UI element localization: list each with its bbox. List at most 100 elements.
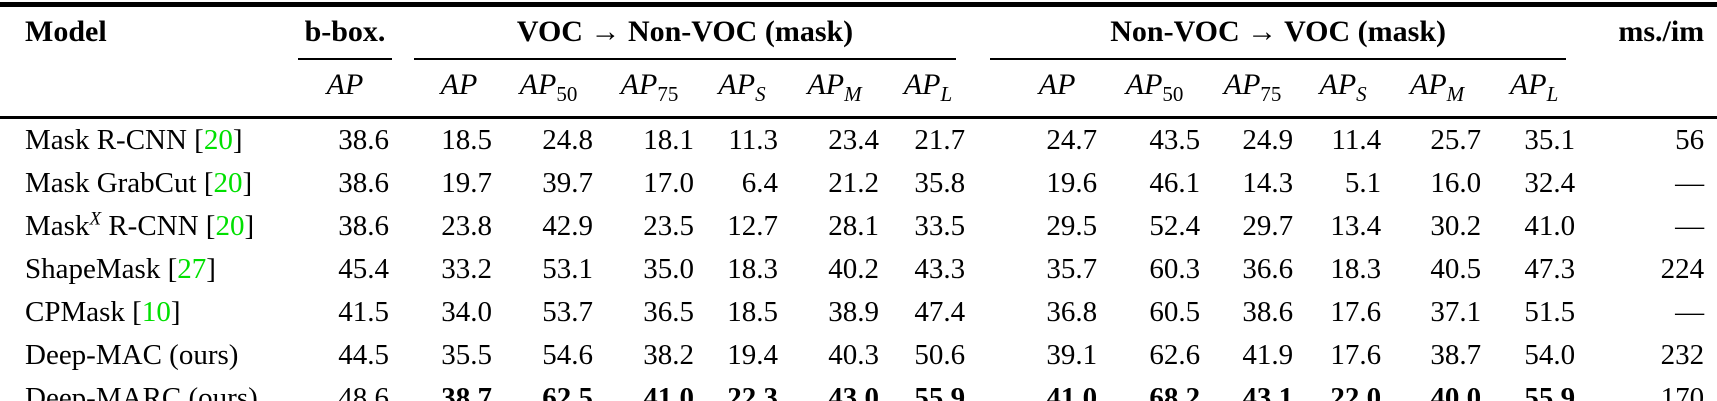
nonvoc-to-voc-cell: 22.0 — [1330, 382, 1382, 401]
voc-to-nonvoc-cell: 18.1 — [643, 124, 694, 156]
nonvoc-to-voc-cell: 24.7 — [1046, 124, 1098, 156]
model-name: Deep-MARC (ours) — [25, 382, 258, 401]
metric-header-ap75: AP75 — [599, 61, 700, 119]
metric-header-apl: APL — [1487, 61, 1582, 119]
model-name: R-CNN — [101, 210, 199, 242]
ms-per-im-cell: — — [1675, 167, 1705, 199]
voc-to-nonvoc-cell: 40.2 — [828, 253, 879, 285]
empty-header-cell — [1581, 61, 1717, 119]
column-gap — [971, 205, 1011, 248]
voc-to-nonvoc-cell: 38.9 — [828, 296, 879, 328]
nonvoc-to-voc-cell: 36.8 — [1046, 296, 1098, 328]
metric-header-apm: APM — [784, 61, 885, 119]
model-cell: CPMask [10] — [25, 296, 181, 328]
column-gap — [971, 291, 1011, 334]
nonvoc-to-voc-cell: 32.4 — [1524, 167, 1576, 199]
table-row: CPMask [10] 41.5 34.0 53.7 36.5 18.5 38.9 47.4 3… — [0, 291, 1717, 334]
voc-to-nonvoc-cell: 24.8 — [542, 124, 593, 156]
voc-to-nonvoc-cell: 33.2 — [441, 253, 492, 285]
group-voc-to-nonvoc-header: VOC → Non-VOC (mask) — [395, 5, 971, 62]
metric-header-apl: APL — [885, 61, 972, 119]
model-cell: Deep-MAC (ours) — [0, 334, 295, 377]
citation-link[interactable]: 20 — [215, 210, 245, 242]
empty-header-cell — [0, 61, 295, 119]
voc-to-nonvoc-cell: 35.0 — [643, 253, 694, 285]
bbox-ap-cell: 38.6 — [338, 124, 389, 156]
column-gap — [395, 248, 420, 291]
model-cell: Mask R-CNN [20] — [25, 124, 243, 156]
nonvoc-to-voc-cell: 68.2 — [1149, 382, 1201, 401]
nonvoc-to-voc-cell: 41.0 — [1046, 382, 1098, 401]
group-voc-to-nonvoc-label: VOC → Non-VOC (mask) — [516, 15, 854, 48]
citation-link[interactable]: 10 — [141, 296, 171, 328]
voc-to-nonvoc-cell: 33.5 — [914, 210, 966, 242]
column-gap — [971, 377, 1011, 401]
voc-to-nonvoc-cell: 55.9 — [914, 382, 966, 401]
voc-to-nonvoc-cell: 23.5 — [643, 210, 694, 242]
nonvoc-to-voc-cell: 36.6 — [1242, 253, 1294, 285]
voc-to-nonvoc-cell: 19.7 — [441, 167, 492, 199]
nonvoc-to-voc-cell: 60.3 — [1149, 253, 1201, 285]
nonvoc-to-voc-cell: 40.5 — [1430, 253, 1482, 285]
bbox-ap-cell: 48.6 — [338, 382, 389, 401]
column-gap — [395, 118, 420, 163]
metric-header-apm: APM — [1387, 61, 1488, 119]
metric-header-ap: AP — [420, 61, 498, 119]
column-gap — [971, 61, 1012, 119]
header-group-row: Model b-box. VOC → Non-VOC (mask) Non-VO… — [0, 5, 1717, 62]
nonvoc-to-voc-cell: 38.6 — [1242, 296, 1294, 328]
citation-link[interactable]: 27 — [177, 253, 207, 285]
voc-to-nonvoc-cell: 28.1 — [828, 210, 879, 242]
voc-to-nonvoc-cell: 47.4 — [914, 296, 966, 328]
voc-to-nonvoc-cell: 34.0 — [441, 296, 492, 328]
nonvoc-to-voc-cell: 35.7 — [1046, 253, 1098, 285]
model-name: Mask GrabCut — [25, 167, 197, 199]
model-cell: MaskX R-CNN [20] — [25, 208, 255, 242]
nonvoc-to-voc-cell: 17.6 — [1330, 339, 1382, 371]
metric-header-ap50: AP50 — [1103, 61, 1207, 119]
model-cell: Mask GrabCut [20] — [25, 167, 253, 199]
column-gap — [971, 248, 1011, 291]
model-name: Mask — [25, 210, 90, 242]
bbox-ap-cell: 38.6 — [338, 210, 389, 242]
metric-header-ap50: AP50 — [498, 61, 599, 119]
nonvoc-to-voc-cell: 19.6 — [1046, 167, 1098, 199]
nonvoc-to-voc-cell: 62.6 — [1149, 339, 1201, 371]
voc-to-nonvoc-cell: 21.7 — [914, 124, 966, 156]
voc-to-nonvoc-cell: 35.8 — [914, 167, 966, 199]
voc-to-nonvoc-cell: 40.3 — [828, 339, 879, 371]
group-nonvoc-to-voc-label: Non-VOC → VOC (mask) — [1110, 15, 1446, 48]
column-gap — [395, 334, 420, 377]
column-gap — [395, 291, 420, 334]
bbox-ap-header: AP — [295, 61, 395, 119]
table-body: Mask R-CNN [20] 38.6 18.5 24.8 18.1 11.3 23.4 2… — [0, 118, 1717, 401]
citation-link[interactable]: 20 — [203, 124, 233, 156]
nonvoc-to-voc-cell: 18.3 — [1330, 253, 1382, 285]
column-gap — [395, 205, 420, 248]
citation-link[interactable]: 20 — [213, 167, 243, 199]
column-gap — [971, 334, 1011, 377]
nonvoc-to-voc-cell: 40.0 — [1430, 382, 1482, 401]
column-gap — [395, 377, 420, 401]
voc-to-nonvoc-cell: 23.8 — [441, 210, 492, 242]
nonvoc-to-voc-cell: 41.0 — [1524, 210, 1576, 242]
voc-to-nonvoc-cell: 39.7 — [542, 167, 593, 199]
metric-header-aps: APS — [700, 61, 784, 119]
nonvoc-to-voc-cell: 17.6 — [1330, 296, 1382, 328]
voc-to-nonvoc-cell: 23.4 — [828, 124, 879, 156]
voc-to-nonvoc-cell: 50.6 — [914, 339, 966, 371]
column-gap — [395, 162, 420, 205]
voc-to-nonvoc-cell: 18.5 — [727, 296, 778, 328]
ms-per-im-cell: 224 — [1660, 253, 1705, 285]
voc-to-nonvoc-cell: 43.0 — [828, 382, 879, 401]
voc-to-nonvoc-cell: 22.3 — [727, 382, 778, 401]
voc-to-nonvoc-cell: 36.5 — [643, 296, 694, 328]
column-gap — [395, 61, 420, 119]
ms-per-im-cell: 232 — [1660, 339, 1705, 371]
voc-to-nonvoc-cell: 35.5 — [441, 339, 492, 371]
ms-per-im-header: ms./im — [1618, 15, 1705, 48]
nonvoc-to-voc-cell: 30.2 — [1430, 210, 1482, 242]
nonvoc-to-voc-cell: 41.9 — [1242, 339, 1294, 371]
table-row: Mask R-CNN [20] 38.6 18.5 24.8 18.1 11.3 23.4 2… — [0, 118, 1717, 163]
nonvoc-to-voc-cell: 16.0 — [1430, 167, 1482, 199]
